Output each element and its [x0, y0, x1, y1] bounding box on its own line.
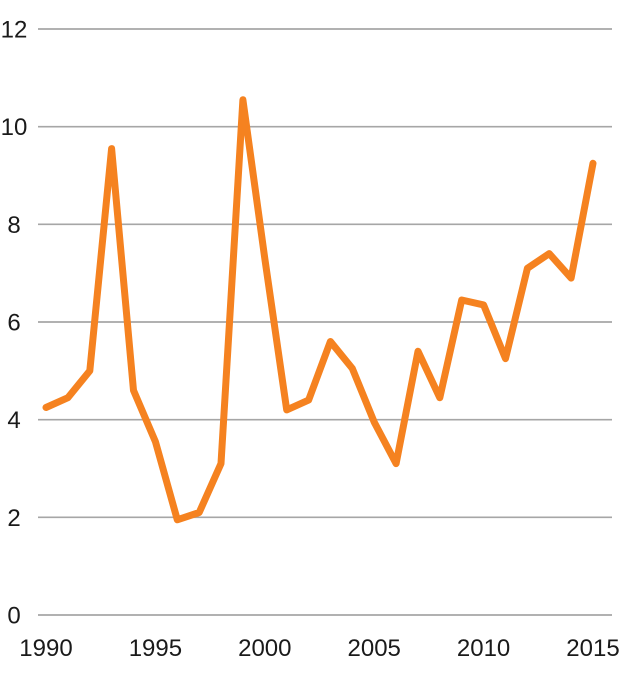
x-axis-tick-label: 2005 — [348, 635, 401, 662]
x-axis-tick-label: 2015 — [566, 635, 619, 662]
y-axis-tick-label: 6 — [7, 310, 20, 337]
x-axis-tick-label: 2000 — [238, 635, 291, 662]
x-axis-tick-label: 2010 — [457, 635, 510, 662]
y-axis-tick-label: 2 — [7, 505, 20, 532]
y-axis-tick-label: 12 — [1, 17, 28, 44]
y-axis-tick-label: 10 — [1, 114, 28, 141]
series-line — [42, 96, 597, 524]
y-axis-tick-label: 8 — [7, 212, 20, 239]
y-axis-tick-label: 0 — [7, 603, 20, 630]
y-axis-tick-label: 4 — [7, 407, 20, 434]
x-axis-tick-label: 1990 — [19, 635, 72, 662]
x-axis-tick-label: 1995 — [129, 635, 182, 662]
